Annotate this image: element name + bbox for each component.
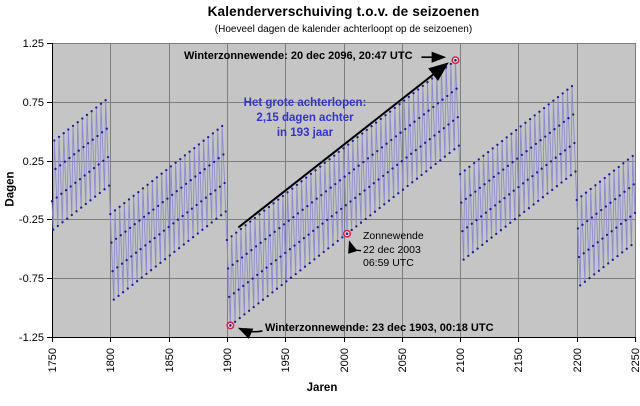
y-tick-label: -0.25	[19, 214, 44, 226]
x-tick-label: 2000	[339, 348, 351, 372]
y-tick-label: 1.25	[23, 38, 44, 50]
y-axis-title: Dagen	[4, 171, 17, 207]
arrow-to-2003	[348, 240, 362, 254]
y-tick-label: 0.75	[23, 97, 44, 109]
big-arrow	[237, 62, 449, 229]
chart-subtitle: (Hoeveel dagen de kalender achterloopt o…	[214, 24, 473, 35]
y-tick-label: 0.25	[23, 156, 44, 168]
y-tick-label: -1.25	[19, 332, 44, 344]
highlight-point-2096	[451, 56, 460, 65]
series-points	[50, 59, 637, 327]
x-tick-label: 2150	[513, 348, 525, 372]
x-tick-label: 2250	[630, 348, 640, 372]
annotation-grote-achterlopen: Het grote achterlopen: 2,15 dagen achter…	[243, 97, 367, 139]
axes	[47, 43, 636, 342]
x-axis-title: Jaren	[306, 382, 338, 394]
annotation-winterzonnewende-1903: Winterzonnewende: 23 dec 1903, 00:18 UTC	[265, 322, 494, 334]
x-tick-label: 1900	[222, 348, 234, 372]
x-tick-label: 2050	[397, 348, 409, 372]
highlight-point-2003	[342, 229, 351, 238]
x-tick-label: 1750	[47, 348, 59, 372]
annotation-winterzonnewende-2096: Winterzonnewende: 20 dec 2096, 20:47 UTC	[184, 50, 413, 62]
y-tick-label: -0.75	[19, 273, 44, 285]
annotation-zonnewende-2003: Zonnewende 22 dec 2003 06:59 UTC	[363, 230, 424, 269]
highlight-point-1903	[226, 321, 235, 330]
x-tick-label: 1850	[164, 348, 176, 372]
x-tick-label: 1950	[280, 348, 292, 372]
x-tick-label: 1800	[105, 348, 117, 372]
arrow-to-1903	[237, 327, 263, 339]
x-tick-label: 2200	[572, 348, 584, 372]
chart-title: Kalenderverschuiving t.o.v. de seizoenen	[207, 4, 480, 19]
x-tick-label: 2100	[455, 348, 467, 372]
annotation-arrows	[237, 51, 449, 339]
